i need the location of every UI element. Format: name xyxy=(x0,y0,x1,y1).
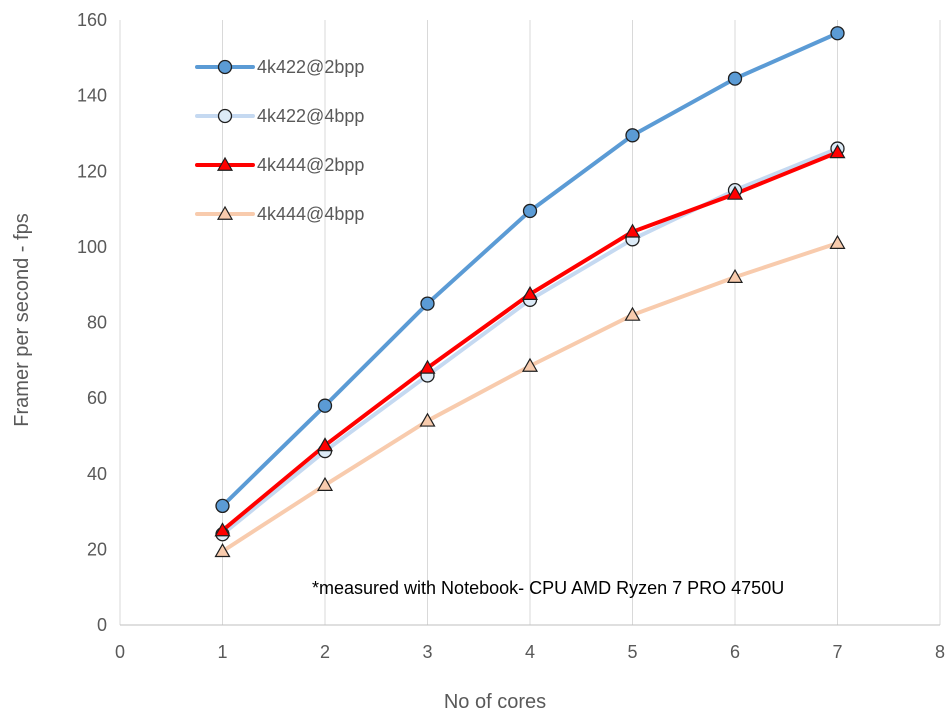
data-point-0 xyxy=(830,26,845,41)
measurement-note: *measured with Notebook- CPU AMD Ryzen 7… xyxy=(312,578,784,598)
x-tick-label: 6 xyxy=(730,642,740,662)
legend-label-0: 4k422@2bpp xyxy=(257,57,364,77)
y-tick-label: 60 xyxy=(87,388,107,408)
y-tick-label: 40 xyxy=(87,464,107,484)
data-point-3 xyxy=(726,268,744,283)
data-point-3 xyxy=(829,234,846,249)
data-point-2 xyxy=(624,223,641,238)
data-point-0 xyxy=(420,296,435,311)
y-tick-label: 140 xyxy=(77,86,107,106)
data-point-2 xyxy=(521,285,539,300)
data-point-0 xyxy=(625,128,640,143)
data-point-3 xyxy=(214,543,231,558)
y-tick-label: 100 xyxy=(77,237,107,257)
x-tick-label: 8 xyxy=(935,642,945,662)
legend-marker-0 xyxy=(217,59,233,75)
data-point-0 xyxy=(727,71,743,86)
x-tick-label: 4 xyxy=(525,642,535,662)
y-tick-label: 80 xyxy=(87,313,107,333)
y-tick-label: 120 xyxy=(77,161,107,181)
data-point-0 xyxy=(215,498,230,514)
data-point-2 xyxy=(214,522,231,537)
grid-lines xyxy=(119,20,941,625)
legend-label-2: 4k444@2bpp xyxy=(257,155,364,175)
legend: 4k422@2bpp 4k422@4bpp 4k444@2bpp 4k444@4bpp xyxy=(195,57,364,224)
legend-marker-2 xyxy=(216,156,234,171)
data-point-2 xyxy=(829,144,846,159)
data-point-2 xyxy=(316,437,334,452)
x-tick-label: 0 xyxy=(115,642,125,662)
y-tick-label: 20 xyxy=(87,539,107,559)
legend-label-3: 4k444@4bpp xyxy=(257,204,364,224)
data-point-3 xyxy=(419,412,436,427)
x-axis-title: No of cores xyxy=(444,691,546,713)
y-tick-label: 160 xyxy=(77,10,107,30)
y-tick-label: 0 xyxy=(97,615,107,635)
legend-marker-1 xyxy=(217,108,233,124)
data-point-2 xyxy=(419,359,436,374)
x-tick-label: 7 xyxy=(832,642,842,662)
y-axis-title: Framer per second - fps xyxy=(11,213,33,426)
data-point-3 xyxy=(316,476,334,491)
data-point-2 xyxy=(726,185,744,200)
data-point-3 xyxy=(624,306,641,321)
legend-label-1: 4k422@4bpp xyxy=(257,106,364,126)
x-tick-label: 3 xyxy=(422,642,432,662)
x-tick-label: 1 xyxy=(217,642,227,662)
x-tick-label: 5 xyxy=(627,642,637,662)
data-point-0 xyxy=(522,203,538,219)
legend-marker-3 xyxy=(216,205,234,220)
data-point-0 xyxy=(317,398,333,413)
data-point-3 xyxy=(521,357,539,372)
series-markers xyxy=(214,26,846,558)
x-tick-label: 2 xyxy=(320,642,330,662)
